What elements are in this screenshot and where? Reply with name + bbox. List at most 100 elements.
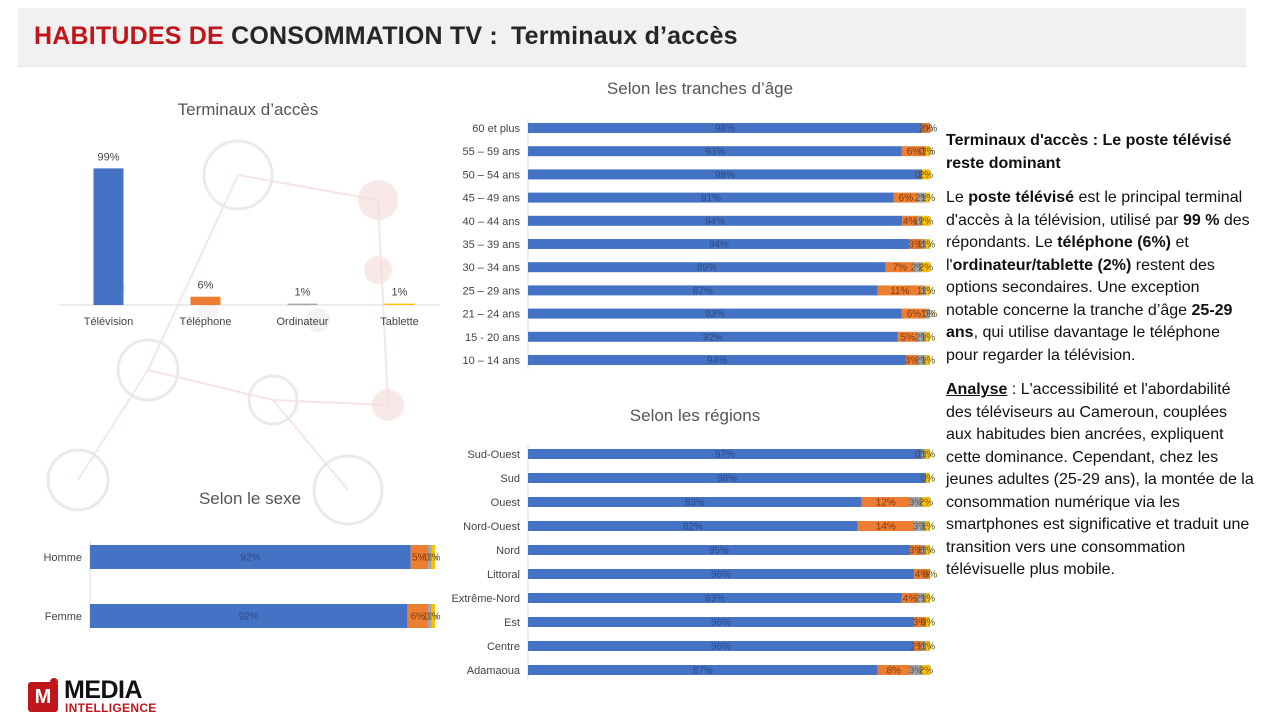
- category-label-2: 50 – 54 ans: [463, 169, 521, 181]
- bar-segment-9-1: [897, 331, 918, 342]
- data-label-1-2: 1%: [423, 612, 438, 623]
- bar-segment-9-2: [909, 665, 922, 675]
- bar-segment-0-2: [428, 545, 432, 569]
- bar-segment-4-3: [925, 545, 930, 555]
- data-label-0-0: 92%: [240, 553, 260, 564]
- category-label-4: Nord: [496, 545, 520, 557]
- data-label-4-1: 3%: [909, 546, 924, 557]
- category-label-7: Est: [504, 617, 520, 629]
- category-label-1: 55 – 59 ans: [463, 146, 521, 158]
- data-label-9-2: 3%: [909, 666, 924, 677]
- data-label-0-2: 1%: [917, 450, 932, 461]
- bar-segment-7-2: [921, 285, 926, 296]
- bar-segment-4-2: [921, 545, 926, 555]
- data-label-5-0: 94%: [709, 240, 729, 251]
- data-label-5-1: 3%: [909, 240, 924, 251]
- data-label-2-1: 12%: [876, 498, 896, 509]
- data-label-6-0: 89%: [697, 263, 717, 274]
- data-label-1-0: 92%: [239, 612, 259, 623]
- data-label-0-3: 1%: [426, 553, 441, 564]
- bar-segment-9-3: [921, 665, 930, 675]
- category-label-4: 40 – 44 ans: [463, 216, 521, 228]
- data-label-4-1: 4%: [903, 216, 918, 227]
- bar-segment-8-1: [913, 641, 922, 651]
- category-label-8: 21 – 24 ans: [463, 309, 521, 321]
- bar-segment-8-2: [921, 641, 926, 651]
- bar-segment-2-3: [921, 497, 930, 507]
- category-label-6: Extrême-Nord: [452, 593, 520, 605]
- page-title: HABITUDES DE CONSOMMATION TV : Terminaux…: [34, 22, 738, 51]
- logo-text-media: MEDIA: [64, 676, 143, 704]
- data-label-2-3: 2%: [919, 170, 934, 181]
- bar-segment-6-0: [528, 262, 886, 273]
- bar-segment-10-3: [925, 355, 930, 365]
- category-label-10: 10 – 14 ans: [463, 355, 521, 367]
- category-label-9: Adamaoua: [467, 665, 521, 677]
- category-label-0: 60 et plus: [472, 123, 520, 135]
- bar-segment-10-2: [917, 355, 926, 365]
- terminaux-chart: 99% Télévision 6% Téléphone 1% Ordinateur 1% Ta…: [60, 151, 440, 328]
- analysis-paragraph-2: Analyse : L'accessibilité et l'abordabil…: [946, 381, 1254, 578]
- category-label-7: 25 – 29 ans: [463, 285, 521, 297]
- bar-2: [287, 303, 318, 305]
- bar-1: [190, 296, 221, 305]
- bar-segment-6-0: [528, 593, 902, 603]
- bar-segment-5-1: [913, 569, 930, 579]
- data-label-4-3: 2%: [919, 216, 934, 227]
- media-intelligence-logo: M MEDIA INTELLIGENCE: [28, 676, 168, 716]
- bar-segment-0-0: [90, 545, 411, 569]
- bar-segment-10-1: [905, 355, 918, 365]
- bar-segment-2-2: [909, 497, 922, 507]
- data-label-8-1: 6%: [907, 309, 922, 320]
- data-label-3: 1%: [392, 287, 408, 299]
- logo-text-intelligence: INTELLIGENCE: [65, 701, 157, 715]
- bar-segment-4-1: [902, 215, 919, 226]
- data-label-5-3: 0%: [923, 570, 938, 581]
- bar-segment-8-3: [925, 641, 930, 651]
- data-label-6-1: 4%: [903, 594, 918, 605]
- data-label-3-1: 14%: [876, 522, 896, 533]
- data-label-4-2: 1%: [917, 546, 932, 557]
- data-label-9-1: 8%: [887, 666, 902, 677]
- bar-segment-3-0: [528, 192, 894, 203]
- data-label-9-0: 92%: [703, 332, 723, 343]
- data-label-1-0: 93%: [705, 147, 725, 158]
- data-label-1-3: 0%: [921, 474, 936, 485]
- bar-segment-6-1: [901, 593, 918, 603]
- data-label-0-0: 97%: [715, 450, 735, 461]
- bar-segment-0-3: [431, 545, 435, 569]
- data-label-10-2: 2%: [915, 356, 930, 367]
- data-label-3-2: 3%: [913, 522, 928, 533]
- chart-title-sexe: Selon le sexe: [198, 489, 302, 508]
- data-label-0-2: 1%: [423, 553, 438, 564]
- data-label-4-3: 1%: [921, 546, 936, 557]
- bar-segment-7-3: [925, 285, 930, 296]
- bar-segment-5-0: [528, 239, 910, 249]
- data-label-0-0: 98%: [715, 124, 735, 135]
- data-label-7-3: 0%: [921, 618, 936, 629]
- bar-segment-3-1: [857, 521, 914, 531]
- tick-label-2: Ordinateur: [277, 316, 329, 328]
- tick-label-0: Télévision: [84, 316, 134, 328]
- bar-3: [384, 303, 415, 305]
- data-label-5-3: 1%: [921, 240, 936, 251]
- bar-segment-5-1: [909, 239, 922, 249]
- bar-segment-2-0: [528, 169, 922, 180]
- analysis-paragraph-1: Le poste télévisé est le principal termi…: [946, 189, 1250, 364]
- bar-segment-0-0: [528, 123, 922, 133]
- data-label-10-1: 3%: [905, 356, 920, 367]
- bar-segment-0-2: [921, 449, 926, 459]
- data-label-4-2: 1%: [913, 216, 928, 227]
- data-label-9-1: 5%: [901, 332, 916, 343]
- bar-segment-0-1: [410, 545, 429, 569]
- logo-dot: [50, 678, 58, 686]
- data-label-6-3: 2%: [919, 263, 934, 274]
- bar-segment-3-3: [925, 192, 930, 203]
- category-label-6: 30 – 34 ans: [463, 262, 521, 274]
- category-label-3: Nord-Ouest: [463, 521, 520, 533]
- bar-segment-9-2: [917, 331, 926, 342]
- data-label-2-3: 2%: [919, 498, 934, 509]
- bar-segment-0-0: [528, 449, 922, 459]
- bar-segment-6-2: [913, 262, 922, 273]
- data-label-7-1: 11%: [890, 286, 909, 297]
